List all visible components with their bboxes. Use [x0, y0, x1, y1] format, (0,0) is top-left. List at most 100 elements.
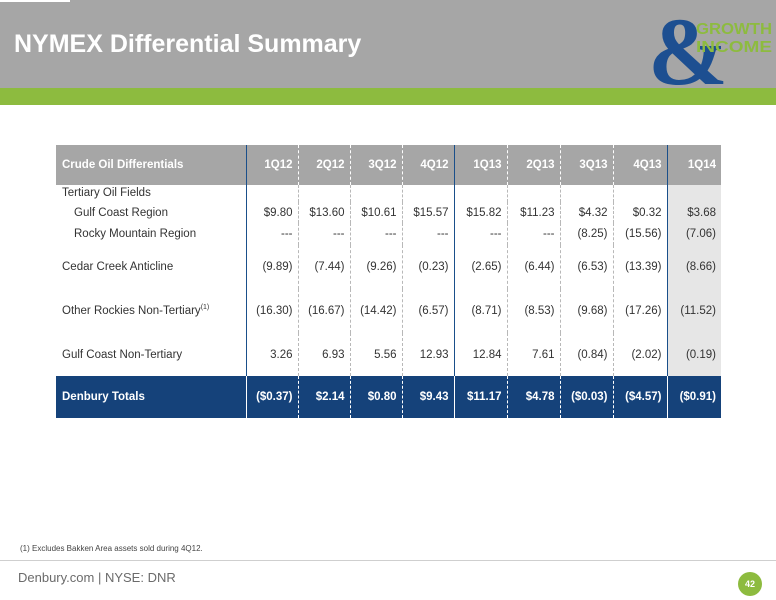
crude-oil-differentials-table: Crude Oil Differentials 1Q12 2Q12 3Q12 4… — [56, 145, 721, 418]
cell-value: --- — [246, 223, 299, 246]
cell-value: 6.93 — [298, 332, 351, 377]
cell-value: 12.84 — [454, 332, 508, 377]
empty-cell — [667, 185, 721, 202]
row-label: Cedar Creek Anticline — [56, 245, 247, 290]
page-title: NYMEX Differential Summary — [14, 30, 362, 58]
column-header-3q13: 3Q13 — [560, 145, 614, 185]
total-value: $9.43 — [402, 376, 455, 418]
cell-value: (7.44) — [298, 245, 351, 290]
empty-cell — [613, 185, 668, 202]
total-value: $0.80 — [350, 376, 403, 418]
empty-cell — [298, 185, 351, 202]
cell-value: (15.56) — [613, 223, 668, 246]
cell-value: (6.57) — [402, 289, 455, 333]
column-header-1q14: 1Q14 — [667, 145, 721, 185]
empty-cell — [246, 185, 299, 202]
column-header-4q12: 4Q12 — [402, 145, 455, 185]
cell-value: (6.53) — [560, 245, 614, 290]
cell-value: 5.56 — [350, 332, 403, 377]
total-value: $4.78 — [507, 376, 561, 418]
cell-value: $3.68 — [667, 201, 721, 224]
cell-value: (7.06) — [667, 223, 721, 246]
cell-value: 7.61 — [507, 332, 561, 377]
cell-value: --- — [350, 223, 403, 246]
cell-value: (0.19) — [667, 332, 721, 377]
header-accent-line — [0, 0, 70, 2]
table-row: Gulf Coast Non-Tertiary 3.26 6.93 5.56 1… — [56, 332, 721, 377]
table-row-group: Tertiary Oil Fields — [56, 185, 721, 202]
logo-word-growth: GROWTH — [696, 21, 772, 38]
table-row-total: Denbury Totals ($0.37) $2.14 $0.80 $9.43… — [56, 376, 721, 418]
cell-value: (8.53) — [507, 289, 561, 333]
empty-cell — [454, 185, 508, 202]
cell-value: $4.32 — [560, 201, 614, 224]
total-value: ($0.91) — [667, 376, 721, 418]
cell-value: (17.26) — [613, 289, 668, 333]
footnote: (1) Excludes Bakken Area assets sold dur… — [20, 544, 203, 553]
cell-value: $10.61 — [350, 201, 403, 224]
column-header-4q13: 4Q13 — [613, 145, 668, 185]
cell-value: (8.71) — [454, 289, 508, 333]
column-header-label: Crude Oil Differentials — [56, 145, 247, 185]
header-band — [0, 0, 776, 88]
cell-value: (2.65) — [454, 245, 508, 290]
cell-value: $0.32 — [613, 201, 668, 224]
row-label-with-footnote: Other Rockies Non-Tertiary(1) — [56, 289, 247, 333]
logo-word-income: INCOME — [696, 39, 772, 56]
table-row: Gulf Coast Region $9.80 $13.60 $10.61 $1… — [56, 201, 721, 224]
cell-value: (13.39) — [613, 245, 668, 290]
green-accent-band — [0, 88, 776, 105]
column-header-2q12: 2Q12 — [298, 145, 351, 185]
cell-value: --- — [454, 223, 508, 246]
table-header-row: Crude Oil Differentials 1Q12 2Q12 3Q12 4… — [56, 145, 721, 185]
total-value: ($0.03) — [560, 376, 614, 418]
empty-cell — [507, 185, 561, 202]
cell-value: $15.82 — [454, 201, 508, 224]
cell-value: (9.89) — [246, 245, 299, 290]
cell-value: (8.66) — [667, 245, 721, 290]
cell-value: (0.84) — [560, 332, 614, 377]
cell-value: (16.30) — [246, 289, 299, 333]
total-value: $2.14 — [298, 376, 351, 418]
footer-divider — [0, 560, 776, 561]
total-label: Denbury Totals — [56, 376, 247, 418]
row-label: Other Rockies Non-Tertiary — [62, 305, 201, 318]
empty-cell — [350, 185, 403, 202]
empty-cell — [560, 185, 614, 202]
cell-value: --- — [298, 223, 351, 246]
row-label: Gulf Coast Region — [56, 201, 247, 224]
cell-value: (9.26) — [350, 245, 403, 290]
cell-value: 3.26 — [246, 332, 299, 377]
differentials-table-container: Crude Oil Differentials 1Q12 2Q12 3Q12 4… — [56, 145, 721, 418]
cell-value: $15.57 — [402, 201, 455, 224]
cell-value: (8.25) — [560, 223, 614, 246]
cell-value: $13.60 — [298, 201, 351, 224]
cell-value: (14.42) — [350, 289, 403, 333]
cell-value: $11.23 — [507, 201, 561, 224]
logo-ampersand: & — [650, 4, 728, 92]
column-header-3q12: 3Q12 — [350, 145, 403, 185]
page-number-badge: 42 — [738, 572, 762, 596]
cell-value: (0.23) — [402, 245, 455, 290]
cell-value: (9.68) — [560, 289, 614, 333]
table-row: Cedar Creek Anticline (9.89) (7.44) (9.2… — [56, 245, 721, 290]
total-value: ($4.57) — [613, 376, 668, 418]
cell-value: (11.52) — [667, 289, 721, 333]
cell-value: --- — [507, 223, 561, 246]
total-value: $11.17 — [454, 376, 508, 418]
column-header-1q12: 1Q12 — [246, 145, 299, 185]
cell-value: --- — [402, 223, 455, 246]
total-value: ($0.37) — [246, 376, 299, 418]
table-row: Other Rockies Non-Tertiary(1) (16.30) (1… — [56, 289, 721, 333]
growth-income-logo: & GROWTH INCOME — [650, 4, 772, 92]
footnote-marker: (1) — [200, 304, 210, 312]
empty-cell — [402, 185, 455, 202]
row-label: Gulf Coast Non-Tertiary — [56, 332, 247, 377]
cell-value: (6.44) — [507, 245, 561, 290]
cell-value: (16.67) — [298, 289, 351, 333]
cell-value: 12.93 — [402, 332, 455, 377]
row-label: Tertiary Oil Fields — [56, 185, 247, 202]
column-header-2q13: 2Q13 — [507, 145, 561, 185]
column-header-1q13: 1Q13 — [454, 145, 508, 185]
cell-value: $9.80 — [246, 201, 299, 224]
